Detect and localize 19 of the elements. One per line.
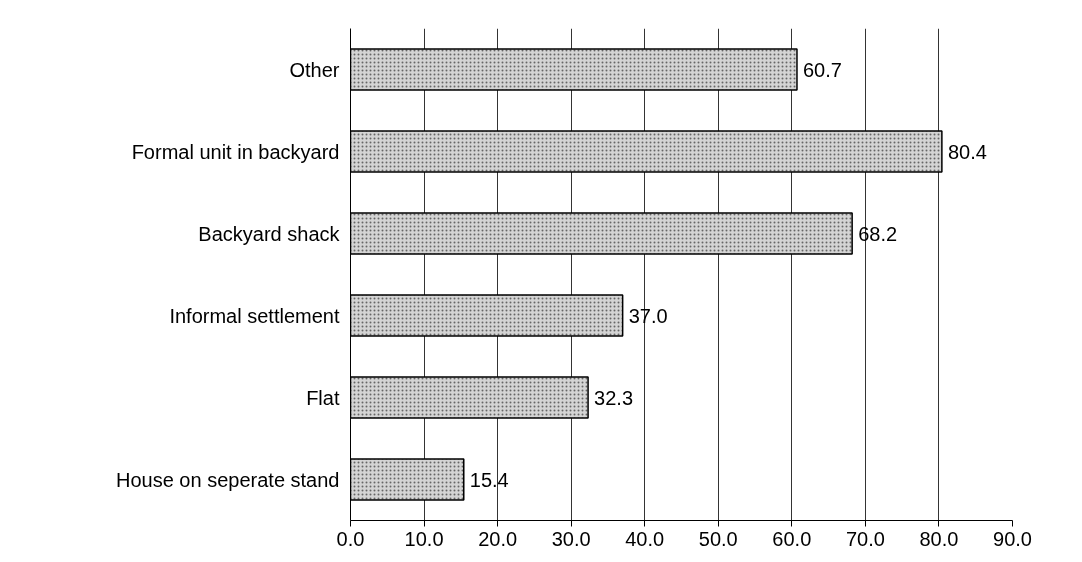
data-label: 60.7 — [802, 58, 842, 81]
x-tick-label: 90.0 — [993, 527, 1032, 550]
x-tick-label: 50.0 — [698, 527, 738, 550]
y-tick-label: Flat — [306, 386, 340, 409]
y-tick-label: Formal unit in backyard — [131, 140, 340, 163]
y-tick-label: House on seperate stand — [116, 468, 340, 491]
x-tick-label: 70.0 — [845, 527, 885, 550]
x-tick-label: 80.0 — [919, 527, 959, 550]
y-tick-label: Informal settlement — [169, 304, 340, 327]
data-label: 32.3 — [594, 386, 634, 409]
x-tick-label: 30.0 — [551, 527, 591, 550]
x-tick-label: 10.0 — [404, 527, 444, 550]
x-tick-label: 20.0 — [478, 527, 518, 550]
x-tick-label: 0.0 — [336, 527, 365, 550]
x-tick-label: 40.0 — [625, 527, 665, 550]
y-tick-label: Backyard shack — [198, 222, 341, 245]
y-tick-label: Other — [289, 58, 340, 81]
x-tick-label: 60.0 — [772, 527, 812, 550]
data-label: 80.4 — [947, 140, 987, 163]
